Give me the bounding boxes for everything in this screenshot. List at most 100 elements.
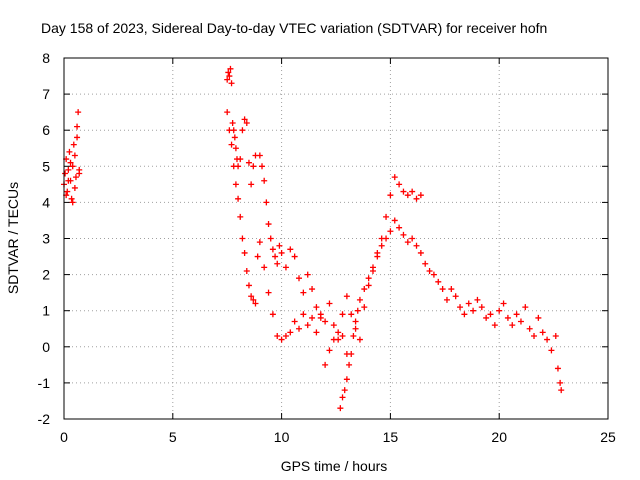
data-point bbox=[243, 267, 250, 274]
data-point bbox=[265, 289, 272, 296]
data-point bbox=[256, 239, 263, 246]
data-point bbox=[230, 163, 237, 170]
data-point bbox=[71, 184, 78, 191]
data-point bbox=[274, 332, 281, 339]
data-point bbox=[422, 260, 429, 267]
y-tick-label: 7 bbox=[42, 86, 50, 102]
data-point bbox=[272, 253, 279, 260]
data-point bbox=[263, 199, 270, 206]
data-point bbox=[64, 188, 71, 195]
data-point bbox=[229, 119, 236, 126]
data-point bbox=[509, 322, 516, 329]
data-point bbox=[417, 249, 424, 256]
data-point bbox=[517, 318, 524, 325]
data-point bbox=[337, 405, 344, 412]
y-tick-label: 1 bbox=[42, 303, 50, 319]
x-tick-label: 20 bbox=[491, 429, 507, 445]
data-point bbox=[554, 365, 561, 372]
plot-frame bbox=[63, 57, 609, 420]
data-point bbox=[261, 177, 268, 184]
y-tick-label: 5 bbox=[42, 158, 50, 174]
data-point bbox=[65, 177, 72, 184]
data-point bbox=[282, 264, 289, 271]
data-point bbox=[74, 123, 81, 130]
data-point bbox=[304, 322, 311, 329]
data-point bbox=[365, 275, 372, 282]
chart-title: Day 158 of 2023, Sidereal Day-to-day VTE… bbox=[41, 20, 547, 36]
data-point bbox=[67, 159, 74, 166]
data-point bbox=[387, 228, 394, 235]
data-point bbox=[235, 195, 242, 202]
data-point bbox=[282, 332, 289, 339]
data-point bbox=[309, 286, 316, 293]
data-point bbox=[250, 163, 257, 170]
data-point bbox=[478, 304, 485, 311]
data-point bbox=[68, 195, 75, 202]
data-point bbox=[317, 314, 324, 321]
y-axis-label: SDTVAR / TECUs bbox=[5, 182, 21, 294]
data-point bbox=[348, 311, 355, 318]
axis-ticks: 0 5 10 15 20 25 -2 -1 0 1 2 3 4 5 6 7 8 bbox=[38, 50, 616, 445]
data-point bbox=[354, 307, 361, 314]
data-point bbox=[396, 224, 403, 231]
data-point bbox=[391, 174, 398, 181]
data-point bbox=[252, 300, 259, 307]
data-point bbox=[278, 336, 285, 343]
data-point bbox=[269, 311, 276, 318]
data-point bbox=[361, 286, 368, 293]
data-point bbox=[287, 329, 294, 336]
data-point bbox=[276, 242, 283, 249]
data-point bbox=[265, 221, 272, 228]
data-point bbox=[409, 188, 416, 195]
data-point bbox=[343, 376, 350, 383]
data-point bbox=[369, 267, 376, 274]
data-point bbox=[291, 318, 298, 325]
data-point bbox=[404, 192, 411, 199]
x-tick-label: 25 bbox=[600, 429, 616, 445]
y-tick-label: -2 bbox=[38, 411, 51, 427]
data-point bbox=[72, 174, 79, 181]
x-tick-label: 10 bbox=[274, 429, 290, 445]
data-point bbox=[330, 322, 337, 329]
data-point bbox=[69, 163, 76, 170]
data-point bbox=[426, 267, 433, 274]
data-point bbox=[313, 329, 320, 336]
data-point bbox=[483, 314, 490, 321]
data-point bbox=[496, 307, 503, 314]
data-point bbox=[513, 311, 520, 318]
data-point bbox=[309, 314, 316, 321]
data-point bbox=[304, 271, 311, 278]
data-point bbox=[356, 296, 363, 303]
data-point bbox=[74, 134, 81, 141]
data-point bbox=[383, 213, 390, 220]
data-point bbox=[231, 134, 238, 141]
data-point bbox=[274, 260, 281, 267]
data-point bbox=[326, 347, 333, 354]
data-point bbox=[430, 271, 437, 278]
data-point bbox=[241, 249, 248, 256]
data-point bbox=[239, 235, 246, 242]
data-point bbox=[70, 141, 77, 148]
data-point bbox=[248, 293, 255, 300]
data-point bbox=[66, 148, 73, 155]
data-point bbox=[404, 239, 411, 246]
y-tick-label: 0 bbox=[42, 339, 50, 355]
data-point bbox=[267, 235, 274, 242]
data-point bbox=[504, 314, 511, 321]
data-point bbox=[313, 304, 320, 311]
data-point bbox=[409, 235, 416, 242]
data-point bbox=[228, 80, 235, 87]
data-point bbox=[335, 336, 342, 343]
data-point bbox=[500, 300, 507, 307]
data-point bbox=[322, 318, 329, 325]
y-tick-label: 3 bbox=[42, 231, 50, 247]
data-point bbox=[352, 318, 359, 325]
data-point bbox=[237, 213, 244, 220]
x-tick-label: 5 bbox=[169, 429, 177, 445]
data-point bbox=[225, 69, 232, 76]
data-point bbox=[62, 170, 69, 177]
data-point bbox=[339, 394, 346, 401]
data-point bbox=[374, 253, 381, 260]
data-point bbox=[75, 109, 82, 116]
